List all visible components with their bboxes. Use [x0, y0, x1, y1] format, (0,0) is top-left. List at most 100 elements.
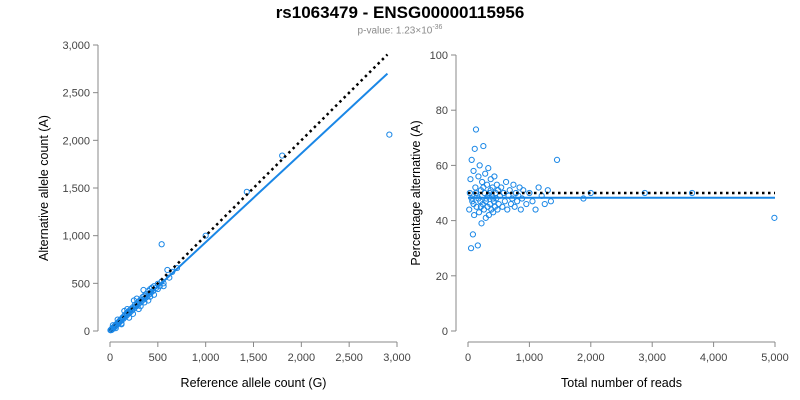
- y-tick-label: 80: [436, 105, 448, 117]
- data-point: [526, 189, 533, 197]
- data-point: [511, 203, 518, 210]
- y-tick-label: 40: [436, 216, 448, 228]
- x-tick-label: 1,500: [240, 352, 268, 364]
- reference-line: [109, 53, 389, 332]
- data-point: [472, 126, 480, 133]
- x-tick-label: 0: [465, 352, 471, 364]
- data-point: [467, 245, 475, 252]
- y-tick-label: 2,500: [62, 88, 90, 100]
- data-point: [516, 184, 523, 191]
- data-point: [472, 189, 480, 197]
- plot-right: 0 1,000 2,000 3,000 4,000 5,000 0 20 40 60 80 100 To…: [409, 50, 789, 390]
- data-point: [471, 145, 478, 152]
- data-point: [487, 176, 494, 183]
- data-point: [529, 198, 536, 205]
- y-axis-label: Percentage alternative (A): [409, 120, 423, 265]
- data-point: [490, 209, 497, 216]
- y-tick-label: 0: [84, 326, 90, 338]
- data-point: [547, 198, 554, 205]
- data-point: [506, 187, 513, 194]
- data-point: [504, 206, 511, 213]
- data-point: [514, 198, 521, 205]
- data-point: [472, 184, 479, 191]
- x-tick-label: 500: [149, 352, 167, 364]
- data-point: [495, 200, 502, 208]
- x-tick-label: 5,000: [761, 352, 789, 364]
- data-point: [467, 176, 474, 183]
- data-point: [485, 165, 492, 172]
- data-point: [480, 142, 487, 150]
- data-point: [502, 178, 510, 186]
- x-tick-label: 2,000: [288, 352, 316, 364]
- plot-left: 0 500 1,000 1,500 2,000 2,500 3,000 0 500 1,000 1,…: [37, 40, 411, 390]
- data-point: [279, 152, 286, 159]
- data-point: [553, 156, 561, 163]
- data-point: [114, 316, 121, 323]
- data-point: [470, 200, 477, 208]
- x-tick-label: 0: [107, 352, 113, 364]
- x-axis-label: Total number of reads: [561, 376, 682, 390]
- y-tick-label: 1,500: [62, 183, 90, 195]
- data-point: [532, 206, 539, 213]
- data-point: [535, 184, 542, 191]
- data-point: [689, 189, 696, 197]
- chart-title: rs1063479 - ENSG00000115956: [275, 3, 525, 22]
- y-tick-label: 3,000: [62, 40, 90, 52]
- data-point: [124, 305, 131, 313]
- x-tick-label: 4,000: [700, 352, 728, 364]
- data-point: [126, 314, 133, 321]
- x-tick-label: 1,000: [192, 352, 220, 364]
- data-point: [491, 173, 498, 180]
- p-value-text: p-value: 1.23×10: [357, 25, 433, 37]
- data-point: [494, 206, 501, 213]
- data-point: [386, 131, 393, 138]
- data-point: [501, 198, 508, 205]
- x-tick-label: 2,000: [577, 352, 605, 364]
- y-axis-label: Alternative allele count (A): [37, 115, 51, 261]
- data-point: [160, 283, 167, 290]
- data-point: [477, 203, 484, 210]
- data-point: [479, 178, 486, 186]
- data-point: [507, 200, 515, 208]
- y-tick-label: 60: [436, 160, 448, 172]
- x-tick-label: 1,000: [516, 352, 544, 364]
- data-point: [499, 203, 506, 210]
- data-point: [474, 242, 481, 249]
- data-point: [466, 189, 473, 197]
- data-point: [158, 241, 165, 248]
- data-point: [487, 187, 494, 194]
- data-point: [129, 310, 137, 317]
- data-point: [478, 220, 485, 227]
- y-tick-label: 0: [442, 326, 448, 338]
- data-point: [150, 291, 158, 298]
- p-value-exponent: -36: [432, 24, 443, 31]
- x-axis-label: Reference allele count (G): [181, 376, 327, 390]
- x-tick-label: 3,000: [383, 352, 411, 364]
- x-tick-label: 2,500: [335, 352, 363, 364]
- y-tick-label: 500: [72, 278, 90, 290]
- data-point: [471, 211, 478, 219]
- data-point: [771, 214, 778, 221]
- data-point: [475, 173, 482, 180]
- chart-subtitle: p-value: 1.23×10-36: [0, 24, 800, 36]
- data-point: [480, 184, 487, 191]
- data-point: [469, 231, 477, 238]
- data-point: [517, 206, 524, 213]
- data-point: [498, 184, 505, 191]
- fit-line: [109, 72, 389, 332]
- data-point: [483, 181, 491, 188]
- data-point: [475, 209, 483, 216]
- data-point: [133, 295, 140, 302]
- data-point: [466, 206, 473, 213]
- data-point: [523, 200, 530, 208]
- data-point: [493, 181, 500, 188]
- y-tick-label: 1,000: [62, 231, 90, 243]
- data-point: [140, 286, 147, 294]
- y-tick-label: 2,000: [62, 135, 90, 147]
- data-point: [476, 162, 483, 169]
- data-point: [468, 156, 475, 163]
- data-point: [482, 170, 489, 177]
- data-point: [485, 211, 492, 219]
